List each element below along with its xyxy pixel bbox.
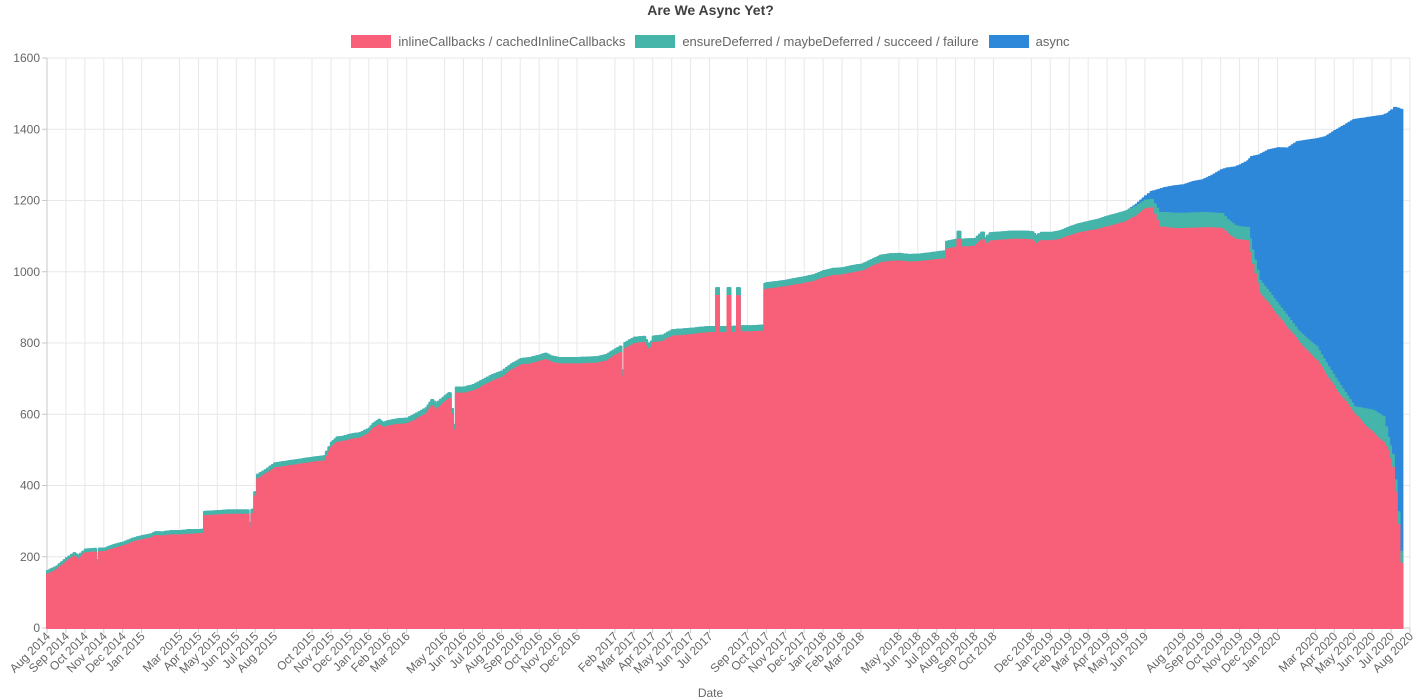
legend-item-label: inlineCallbacks / cachedInlineCallbacks <box>398 34 626 49</box>
legend-swatch-async <box>988 35 1029 48</box>
legend-swatch-inlinecallbacks <box>351 35 392 48</box>
legend-item-async[interactable]: async <box>988 34 1070 49</box>
legend-item-label: async <box>1035 34 1070 49</box>
chart-title: Are We Async Yet? <box>647 2 774 18</box>
y-tick-label: 600 <box>20 407 40 421</box>
y-tick-label: 1600 <box>13 51 40 65</box>
x-axis-title: Date <box>697 686 724 700</box>
area-inlinecallbacks[interactable] <box>46 207 1404 629</box>
y-tick-label: 200 <box>20 550 40 564</box>
legend-swatch-deferred <box>635 35 676 48</box>
legend-item-label: ensureDeferred / maybeDeferred / succeed… <box>682 34 979 49</box>
y-tick-label: 400 <box>20 479 40 493</box>
y-tick-label: 0 <box>33 621 40 635</box>
legend-item-inlinecallbacks[interactable]: inlineCallbacks / cachedInlineCallbacks <box>351 34 625 49</box>
legend-item-deferred[interactable]: ensureDeferred / maybeDeferred / succeed… <box>635 34 979 49</box>
legend: inlineCallbacks / cachedInlineCallbacks … <box>0 34 1421 49</box>
y-tick-label: 800 <box>20 336 40 350</box>
y-tick-label: 1400 <box>13 122 40 136</box>
y-tick-label: 1000 <box>13 265 40 279</box>
y-tick-label: 1200 <box>13 194 40 208</box>
